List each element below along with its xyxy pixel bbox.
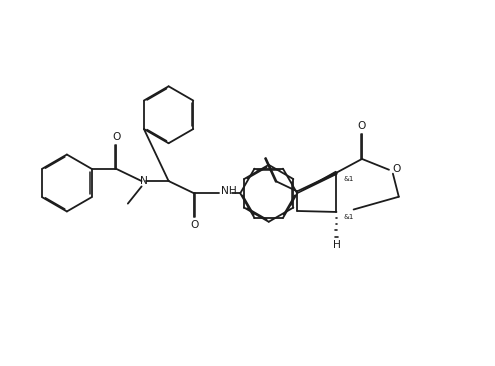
Text: O: O (393, 164, 401, 174)
Text: &1: &1 (344, 176, 354, 182)
Text: O: O (112, 132, 120, 142)
Polygon shape (297, 172, 337, 193)
Text: NH: NH (221, 186, 236, 196)
Text: H: H (333, 240, 341, 250)
Text: N: N (140, 176, 148, 186)
Text: O: O (190, 220, 198, 230)
Text: &1: &1 (344, 214, 354, 220)
Text: O: O (358, 120, 366, 131)
